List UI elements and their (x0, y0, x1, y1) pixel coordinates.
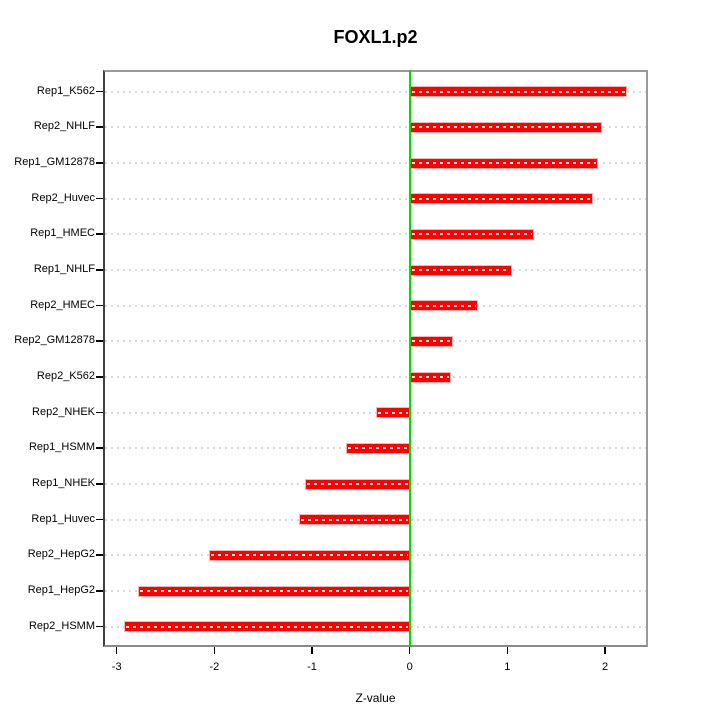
gridline (105, 304, 646, 307)
y-axis-label: Rep2_NHLF (33, 120, 95, 133)
y-axis-tick (96, 625, 103, 628)
bar-dash-pattern (377, 411, 408, 414)
bar-dash-pattern (411, 90, 626, 93)
x-axis-tick (604, 647, 606, 654)
y-axis-label: Rep1_K562 (36, 84, 95, 97)
bar-Rep1_HMEC (409, 228, 534, 240)
bar-dash-pattern (411, 304, 477, 307)
y-axis-tick (96, 411, 103, 414)
x-axis-title: Z-value (355, 691, 396, 705)
x-axis-tick (408, 647, 411, 654)
x-axis-tick-label: -3 (111, 661, 122, 673)
gridline (105, 162, 646, 165)
x-axis-tick (506, 647, 509, 654)
y-axis-tick (96, 340, 103, 342)
y-axis-label: Rep1_HepG2 (27, 584, 95, 597)
x-axis-tick-label: -2 (209, 661, 220, 673)
bar-Rep1_GM12878 (409, 157, 599, 169)
y-axis-label: Rep2_HepG2 (27, 548, 95, 561)
bar-dash-pattern (411, 376, 449, 379)
y-axis-label: Rep1_Huvec (31, 512, 95, 525)
gridline (105, 90, 646, 93)
bar-dash-pattern (348, 447, 408, 450)
bar-dash-pattern (140, 590, 408, 593)
y-axis-label: Rep2_GM12878 (14, 334, 95, 347)
y-axis-label: Rep2_HSMM (28, 619, 95, 632)
bar-dash-pattern (411, 269, 511, 272)
y-axis-label: Rep1_GM12878 (14, 156, 95, 169)
bar-Rep2_GM12878 (409, 335, 453, 347)
bar-Rep2_HepG2 (209, 549, 410, 561)
bar-dash-pattern (211, 554, 408, 557)
y-axis-tick (96, 90, 103, 93)
bar-dash-pattern (411, 126, 601, 129)
y-axis-label: Rep1_NHEK (32, 477, 95, 490)
y-axis-tick (96, 269, 103, 271)
x-axis-tick (213, 647, 216, 654)
gridline (105, 269, 646, 272)
bar-Rep2_NHLF (409, 121, 603, 133)
bar-dash-pattern (411, 197, 592, 200)
x-axis-tick-label: 0 (406, 661, 413, 673)
bar-Rep1_HSMM (346, 442, 410, 454)
gridline (105, 233, 646, 236)
bar-dash-pattern (411, 340, 451, 343)
y-axis-label: Rep2_K562 (36, 370, 95, 383)
y-axis-tick (96, 162, 103, 164)
gridline (105, 340, 646, 343)
y-axis-tick (96, 483, 103, 485)
bar-Rep2_Huvec (409, 193, 594, 205)
bar-Rep1_K562 (409, 86, 628, 98)
bar-dash-pattern (411, 162, 597, 165)
x-axis-tick (115, 647, 118, 654)
y-axis-tick (96, 590, 103, 592)
bar-dash-pattern (301, 518, 408, 521)
y-axis-tick (96, 126, 103, 128)
x-axis-tick-label: 1 (504, 661, 511, 673)
bar-Rep1_NHEK (305, 478, 410, 490)
x-axis-tick-label: -1 (307, 661, 317, 673)
bar-Rep2_HMEC (409, 300, 479, 312)
y-axis-tick (96, 197, 103, 200)
bar-Rep2_K562 (409, 371, 451, 383)
bar-dash-pattern (125, 625, 408, 628)
bar-dash-pattern (411, 233, 532, 236)
bar-Rep1_HepG2 (138, 585, 410, 597)
y-axis-tick (96, 554, 103, 556)
gridline (105, 197, 646, 200)
x-axis-tick (311, 647, 313, 654)
y-axis-label: Rep1_NHLF (33, 263, 95, 276)
y-axis-tick (96, 447, 103, 449)
y-axis-label: Rep1_HSMM (28, 441, 95, 454)
bar-Rep1_NHLF (409, 264, 513, 276)
y-axis-label: Rep2_HMEC (30, 298, 95, 311)
y-axis-tick (96, 233, 103, 235)
bar-Rep2_NHEK (375, 407, 410, 419)
zero-reference-line (408, 70, 411, 647)
gridline (105, 126, 646, 129)
y-axis-tick (96, 304, 103, 307)
bar-Rep2_HSMM (123, 621, 410, 633)
plot-area (103, 70, 648, 647)
bar-dash-pattern (307, 483, 408, 486)
bar-Rep1_Huvec (299, 514, 410, 526)
y-axis-tick (96, 376, 103, 378)
chart-title: FOXL1.p2 (333, 27, 418, 47)
y-axis-label: Rep2_Huvec (31, 191, 95, 204)
x-axis-tick-label: 2 (601, 661, 609, 673)
y-axis-label: Rep2_NHEK (32, 405, 95, 418)
y-axis-tick (96, 518, 103, 521)
gridline (105, 376, 646, 379)
y-axis-label: Rep1_HMEC (30, 227, 95, 240)
